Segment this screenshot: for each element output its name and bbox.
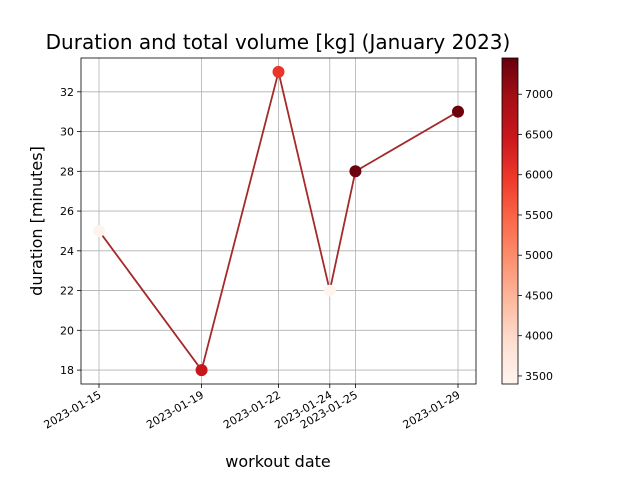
data-point — [195, 364, 208, 377]
x-tick-label: 2023-01-22 — [221, 388, 283, 431]
data-point — [349, 165, 362, 178]
x-tick-label: 2023-01-15 — [42, 388, 104, 431]
colorbar-tick-label: 4500 — [525, 289, 553, 302]
colorbar-tick-label: 3500 — [525, 370, 553, 383]
series-line — [98, 71, 459, 373]
y-axis: 18 20 22 24 26 28 30 32 — [60, 86, 81, 377]
colorbar-axis: 3500 4000 4500 5000 5500 6000 6500 7000 — [518, 88, 553, 383]
colorbar-tick-label: 6500 — [525, 128, 553, 141]
data-point — [323, 284, 336, 297]
y-axis-label: duration [minutes] — [27, 146, 46, 296]
x-tick-label: 2023-01-19 — [144, 388, 206, 431]
y-tick-label: 26 — [60, 205, 74, 218]
grid — [81, 58, 476, 384]
x-axis: 2023-01-15 2023-01-19 2023-01-222023-01-24… — [42, 384, 463, 432]
series — [93, 65, 464, 377]
x-axis-label: workout date — [225, 452, 331, 471]
y-tick-label: 24 — [60, 245, 74, 258]
y-tick-label: 20 — [60, 324, 74, 337]
colorbar-tick-label: 4000 — [525, 330, 553, 343]
y-tick-label: 22 — [60, 285, 74, 298]
data-point — [272, 65, 285, 78]
data-point — [452, 105, 464, 118]
x-tick-label: 2023-01-29 — [401, 388, 463, 431]
colorbar-tick-label: 5500 — [525, 209, 553, 222]
chart-title: Duration and total volume [kg] (January … — [46, 30, 511, 54]
y-tick-label: 32 — [60, 86, 74, 99]
y-tick-label: 28 — [60, 165, 74, 178]
colorbar-tick-label: 6000 — [525, 169, 553, 182]
y-tick-label: 18 — [60, 364, 74, 377]
colorbar — [501, 57, 519, 385]
y-tick-label: 30 — [60, 126, 74, 139]
data-point — [93, 224, 105, 237]
colorbar-tick-label: 5000 — [525, 249, 553, 262]
colorbar-tick-label: 7000 — [525, 88, 553, 101]
